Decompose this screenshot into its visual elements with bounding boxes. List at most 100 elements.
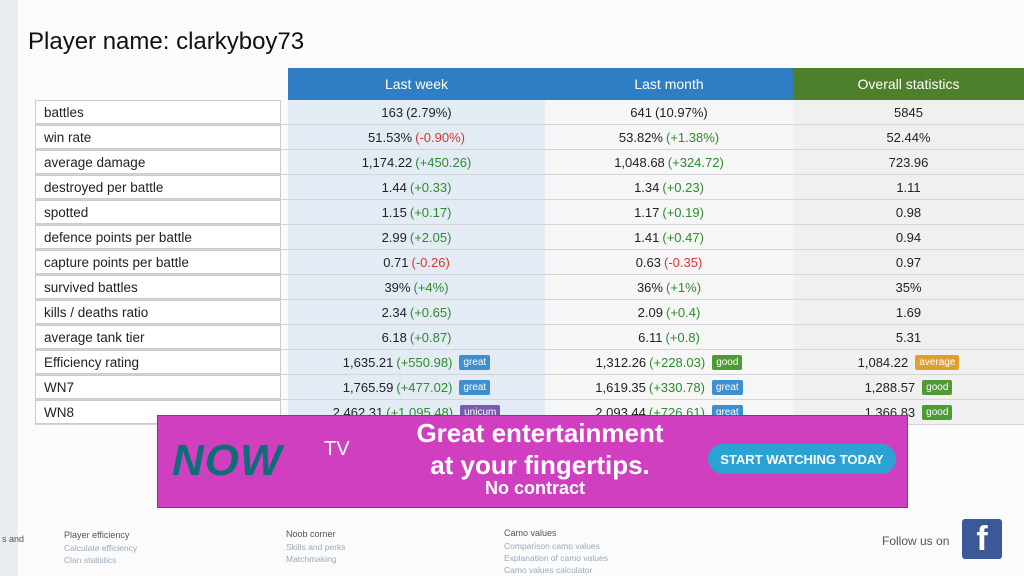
stat-cell: 6.18 (+0.87) (288, 325, 545, 349)
footer-link[interactable]: Camo values calculator (504, 565, 593, 575)
stat-value: 0.71 (383, 254, 409, 270)
stat-cell: 1,288.57 good (793, 375, 1024, 399)
stat-change: (+0.33) (409, 179, 452, 195)
stat-value: 0.94 (895, 229, 922, 245)
row-label: destroyed per battle (35, 175, 281, 199)
stat-value: 1,084.22 (857, 354, 909, 370)
stat-value: 1.44 (381, 179, 407, 195)
row-label: spotted (35, 200, 281, 224)
facebook-icon[interactable]: f (962, 519, 1002, 559)
stat-row: defence points per battle 2.99 (+2.05) 1.41… (35, 225, 1024, 250)
stat-value: 641 (630, 104, 652, 120)
stat-cell: 1,765.59 (+477.02) great (288, 375, 545, 399)
footer-heading[interactable]: Noob corner (286, 529, 336, 539)
stat-change: (+4%) (413, 279, 449, 295)
stat-value: 2.99 (381, 229, 407, 245)
advert[interactable]: NOW TV Great entertainment at your finge… (157, 415, 908, 508)
stat-value: 723.96 (888, 154, 929, 170)
stat-row: Efficiency rating 1,635.21 (+550.98) great 1… (35, 350, 1024, 375)
stat-row: destroyed per battle 1.44 (+0.33) 1.34 (+0.2… (35, 175, 1024, 200)
stat-change: (+0.47) (662, 229, 704, 245)
stat-value: 1,174.22 (361, 154, 413, 170)
stat-change: (+2.05) (409, 229, 452, 245)
ad-button[interactable]: START WATCHING TODAY (708, 444, 896, 474)
row-label: battles (35, 100, 281, 124)
ad-headline: Great entertainment (416, 418, 664, 448)
stat-value: 1.11 (896, 179, 921, 195)
stat-cell: 1,312.26 (+228.03) good (545, 350, 793, 374)
row-label: Efficiency rating (35, 350, 281, 374)
stat-change: (+477.02) (396, 379, 453, 395)
stat-value: 5.31 (895, 329, 922, 345)
footer-heading[interactable]: Player efficiency (64, 530, 130, 540)
footer-link[interactable]: Explanation of camo values (504, 553, 608, 563)
stat-row: win rate 51.53% (-0.90%) 53.82% (+1.38%) 52.4… (35, 125, 1024, 150)
rating-badge: great (459, 354, 491, 370)
stat-change: (+0.65) (409, 304, 452, 320)
stat-value: 1.17 (634, 204, 660, 220)
stat-value: 53.82% (618, 129, 663, 145)
stat-value: 0.63 (635, 254, 661, 270)
player-title: Player name: clarkyboy73 (28, 28, 305, 55)
stat-cell: 723.96 (793, 150, 1024, 174)
row-label: average tank tier (35, 325, 281, 349)
stat-change: (+0.17) (409, 204, 452, 220)
stat-value: 1.34 (634, 179, 660, 195)
ad-logo-tv: TV (324, 438, 350, 460)
stat-cell: 1.11 (793, 175, 1024, 199)
stat-value: 36% (636, 279, 663, 295)
stats-table: Last week Last month Overall statistics bat… (35, 68, 1024, 425)
stat-change: (+1%) (665, 279, 702, 295)
stat-cell: 1,174.22 (+450.26) (288, 150, 545, 174)
stat-cell: 36% (+1%) (545, 275, 793, 299)
stat-cell: 1.15 (+0.17) (288, 200, 545, 224)
stat-value: 1.15 (381, 204, 407, 220)
stat-cell: 1.69 (793, 300, 1024, 324)
stat-change: (-0.35) (664, 254, 703, 270)
stat-cell: 1,635.21 (+550.98) great (288, 350, 545, 374)
stat-change: (+330.78) (648, 379, 705, 395)
stat-row: spotted 1.15 (+0.17) 1.17 (+0.19) 0.98 (35, 200, 1024, 225)
stat-cell: 39% (+4%) (288, 275, 545, 299)
column-header: Last week (288, 68, 545, 100)
stat-row: average damage 1,174.22 (+450.26) 1,048.68(… (35, 150, 1024, 175)
stat-value: 1,765.59 (342, 379, 394, 395)
stat-cell: 0.98 (793, 200, 1024, 224)
stat-change: (-0.26) (411, 254, 450, 270)
stat-cell: 1.44 (+0.33) (288, 175, 545, 199)
stat-value: 0.97 (895, 254, 922, 270)
row-label: WN7 (35, 375, 281, 399)
stat-cell: 53.82% (+1.38%) (545, 125, 793, 149)
stat-cell: 1.34 (+0.23) (545, 175, 793, 199)
stat-cell: 1.41 (+0.47) (545, 225, 793, 249)
footer-text: s and (2, 534, 25, 544)
stat-value: 1,635.21 (342, 354, 394, 370)
row-label: average damage (35, 150, 281, 174)
footer-heading[interactable]: Camo values (504, 528, 557, 538)
column-header: Last month (545, 68, 793, 100)
stat-cell: 6.11 (+0.8) (545, 325, 793, 349)
page: Player name: clarkyboy73 Last week Last m… (18, 0, 1024, 576)
stat-value: 52.44% (886, 129, 931, 145)
stat-value: 1,048.68 (614, 154, 665, 170)
stat-cell: 641 (10.97%) (545, 100, 793, 124)
footer-link[interactable]: Clan statistics (64, 555, 117, 565)
stat-value: 163 (381, 104, 404, 120)
stat-value: 39% (384, 279, 411, 295)
rating-badge: great (459, 379, 491, 395)
follow-text: Follow us on (882, 534, 950, 548)
footer-link[interactable]: Calculate efficiency (64, 543, 138, 553)
stat-change: (+0.8) (665, 329, 700, 345)
stat-value: 6.11 (638, 329, 663, 345)
stat-change: (+550.98) (396, 354, 453, 370)
stat-value: 51.53% (368, 129, 413, 145)
footer-link[interactable]: Skills and perks (286, 542, 346, 552)
footer-link[interactable]: Matchmaking (286, 554, 337, 564)
stat-cell: 1,084.22 average (793, 350, 1024, 374)
ad-headline: at your fingertips. (430, 450, 650, 480)
stat-cell: 163 (2.79%) (288, 100, 545, 124)
stat-row: survived battles 39% (+4%) 36% (+1%) 35% (35, 275, 1024, 300)
ad-subline: No contract (484, 478, 585, 498)
stat-cell: 51.53% (-0.90%) (288, 125, 545, 149)
footer-link[interactable]: Comparison camo values (504, 541, 600, 551)
